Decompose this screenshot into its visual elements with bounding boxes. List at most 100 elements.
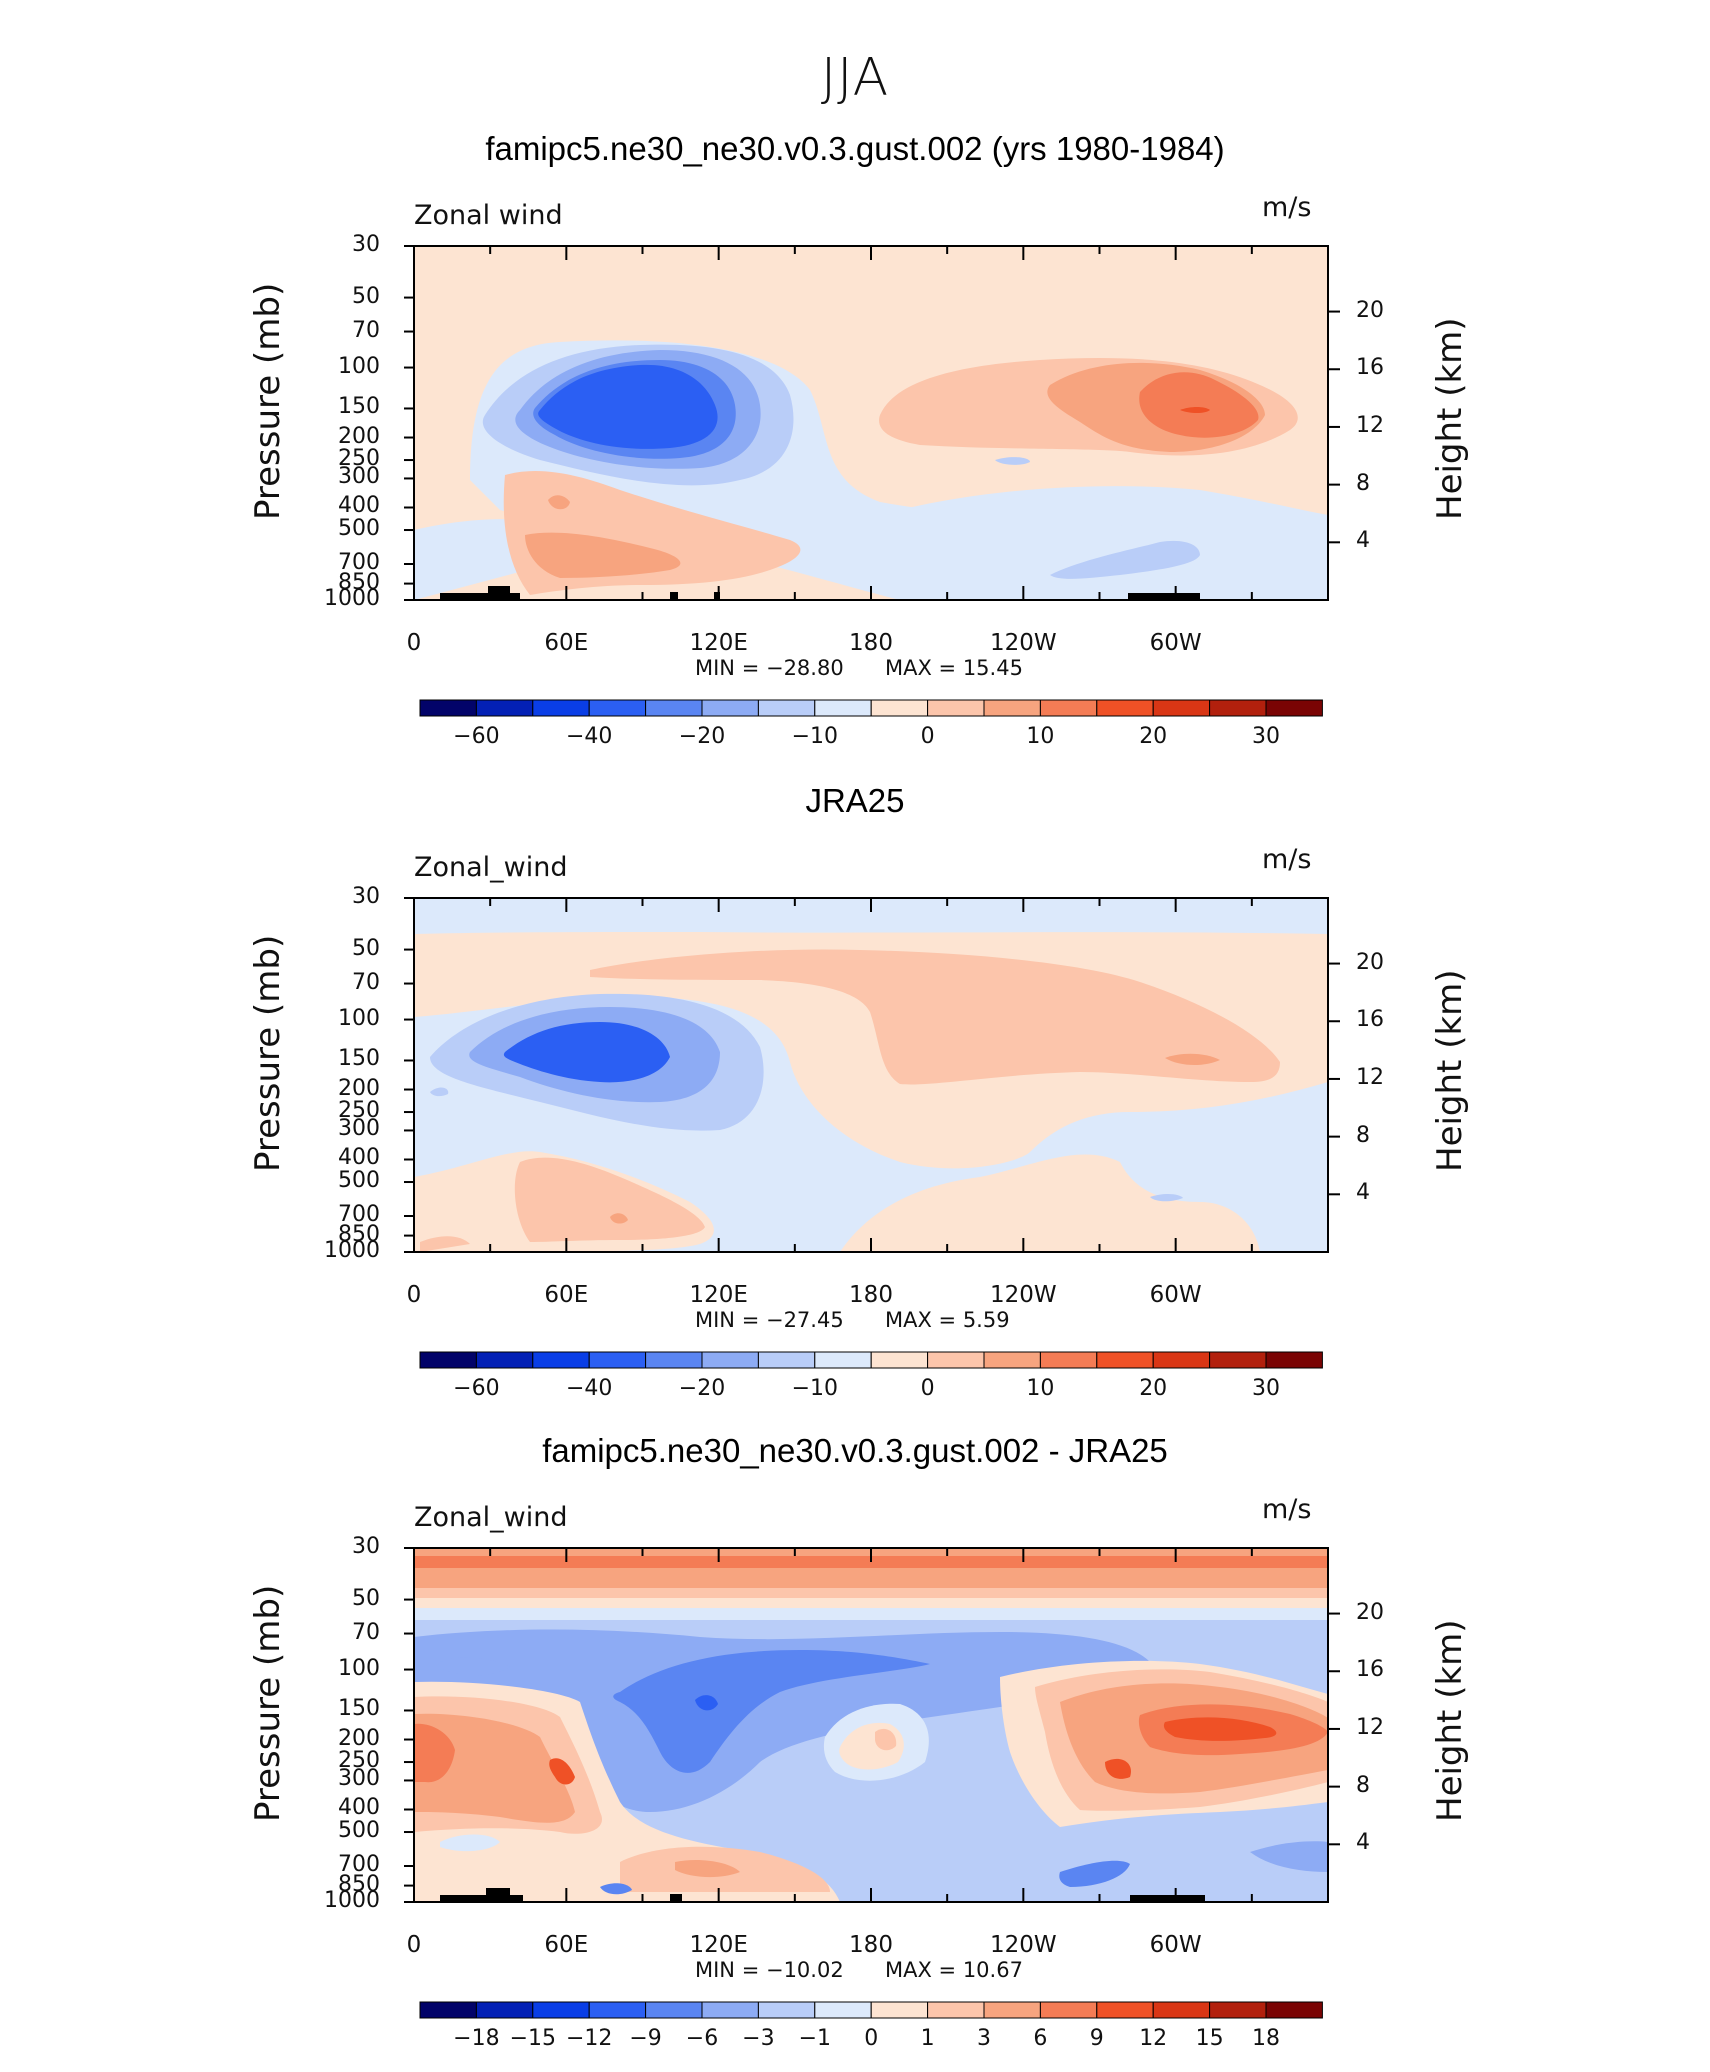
colorbar-label: 10 xyxy=(1026,724,1055,749)
field-contour-pos-1 xyxy=(590,949,1280,1085)
colorbar-box xyxy=(1152,1351,1211,1369)
colorbar-box xyxy=(1265,1351,1323,1369)
x-tick-label: 180 xyxy=(849,630,893,656)
colorbar-label: −10 xyxy=(791,724,839,749)
field-contour-neg-3 xyxy=(613,1650,930,1773)
y-tick-label: 150 xyxy=(338,394,380,420)
x-tick-label: 120W xyxy=(990,1282,1057,1308)
y-tick-label: 700 xyxy=(338,1201,380,1227)
y-tick-label: 700 xyxy=(338,549,380,575)
y-right-tick-label: 4 xyxy=(1356,1830,1370,1856)
field-contour-neg-3 xyxy=(438,1657,510,1676)
panel-title: famipc5.ne30_ne30.v0.3.gust.002 (yrs 198… xyxy=(485,130,1225,167)
colorbar-box xyxy=(588,699,647,717)
panel-model: famipc5.ne30_ne30.v0.3.gust.002 (yrs 198… xyxy=(0,130,1710,770)
y-tick-label: 500 xyxy=(338,1818,380,1844)
y-right-tick-label: 12 xyxy=(1356,412,1384,438)
field-contour-neg-4 xyxy=(538,364,718,449)
x-tick-label: 60E xyxy=(544,630,589,656)
colorbar-label: 12 xyxy=(1139,2026,1168,2051)
field-band xyxy=(414,1598,1328,1608)
y-tick-label: 50 xyxy=(352,1585,380,1611)
field-contour-neg-low xyxy=(675,1860,740,1878)
field-contour-pos-3 xyxy=(414,1713,575,1823)
y-tick-label: 150 xyxy=(338,1046,380,1072)
field-contour-neg-3 xyxy=(503,1022,670,1083)
panel-plot-svg xyxy=(404,1547,1340,2019)
colorbar-box xyxy=(419,2001,477,2019)
x-tick-label: 60E xyxy=(544,1282,589,1308)
colorbar-label: 10 xyxy=(1026,1376,1055,1401)
y-tick-label: 850 xyxy=(338,1221,380,1247)
colorbar-label: 20 xyxy=(1139,724,1168,749)
colorbar-box xyxy=(870,699,929,717)
field-contour-neg-4 xyxy=(695,1695,718,1711)
figure-title: JJA xyxy=(820,48,890,108)
x-tick-label: 0 xyxy=(406,1282,422,1308)
colorbar-label: 0 xyxy=(920,1376,935,1401)
field-contour-pos-5 xyxy=(1163,1717,1277,1741)
field-contour-pos-mid3 xyxy=(875,1728,897,1751)
y-tick-label: 400 xyxy=(338,1795,380,1821)
y-right-tick-label: 16 xyxy=(1356,355,1384,381)
colorbar-label: −3 xyxy=(742,2026,775,2051)
field-contour-neg-tiny xyxy=(1150,1194,1183,1202)
field-contour-pos-4 xyxy=(1105,1758,1131,1779)
colorbar-label: 15 xyxy=(1195,2026,1224,2051)
panel-plot-svg xyxy=(404,245,1340,717)
colorbar-label: 20 xyxy=(1139,1376,1168,1401)
min-text: MIN = −10.02 xyxy=(695,1958,844,1982)
colorbar-label: −12 xyxy=(565,2026,613,2051)
colorbar-box xyxy=(1096,2001,1154,2019)
topography xyxy=(440,586,520,600)
colorbar-box xyxy=(1039,1351,1098,1369)
units-label: m/s xyxy=(1262,1494,1312,1525)
colorbar-box xyxy=(588,2001,647,2019)
x-tick-label: 60W xyxy=(1149,1932,1202,1958)
colorbar-box xyxy=(983,699,1041,717)
topography xyxy=(670,1894,682,1902)
y-tick-label: 100 xyxy=(338,1655,380,1681)
max-text: MAX = 10.67 xyxy=(885,1958,1023,1982)
y-tick-label: 300 xyxy=(338,1766,380,1792)
colorbar-box xyxy=(475,1351,534,1369)
field-contour-pos-low3 xyxy=(420,1236,470,1252)
colorbar-label: 6 xyxy=(1033,2026,1048,2051)
colorbar-box xyxy=(1039,2001,1098,2019)
x-tick-label: 120E xyxy=(689,1282,748,1308)
y-right-tick-label: 4 xyxy=(1356,1180,1370,1206)
y-tick-label: 150 xyxy=(338,1696,380,1722)
colorbar-label: 0 xyxy=(920,724,935,749)
x-tick-label: 60E xyxy=(544,1932,589,1958)
field-band xyxy=(414,1588,1328,1598)
y-tick-label: 250 xyxy=(338,1098,380,1124)
panel-title: famipc5.ne30_ne30.v0.3.gust.002 - JRA25 xyxy=(542,1432,1168,1469)
topography xyxy=(670,592,678,600)
y-tick-label: 700 xyxy=(338,1851,380,1877)
ylabel-right: Height (km) xyxy=(1430,969,1470,1172)
y-tick-label: 400 xyxy=(338,493,380,519)
y-tick-label: 250 xyxy=(338,446,380,472)
x-tick-label: 60W xyxy=(1149,630,1202,656)
colorbar-box xyxy=(983,2001,1041,2019)
max-text: MAX = 15.45 xyxy=(885,656,1023,680)
y-tick-label: 850 xyxy=(338,569,380,595)
colorbar-box xyxy=(475,2001,534,2019)
colorbar-box xyxy=(419,699,477,717)
y-tick-label: 30 xyxy=(352,232,380,257)
colorbar-box xyxy=(1039,699,1098,717)
colorbar-box xyxy=(1209,699,1267,717)
y-tick-label: 1000 xyxy=(324,1238,380,1263)
x-tick-label: 60W xyxy=(1149,1282,1202,1308)
y-right-tick-label: 12 xyxy=(1356,1714,1384,1740)
field-contour-neg-low xyxy=(600,1883,632,1895)
colorbar-box xyxy=(870,1351,929,1369)
min-text: MIN = −27.45 xyxy=(695,1308,844,1332)
colorbar-box xyxy=(1096,699,1154,717)
x-tick-label: 120E xyxy=(689,1932,748,1958)
colorbar-box xyxy=(1152,2001,1211,2019)
y-tick-label: 300 xyxy=(338,464,380,490)
colorbar-label: 30 xyxy=(1252,1376,1280,1401)
colorbar-label: −20 xyxy=(678,1376,726,1401)
ylabel-right: Height (km) xyxy=(1430,1619,1470,1822)
